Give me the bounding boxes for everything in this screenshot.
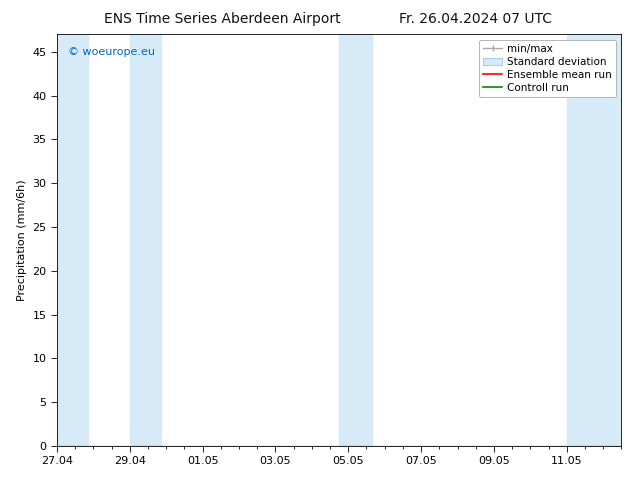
Bar (339, 34, 372, 446)
Bar (57, 34, 88, 446)
Text: © woeurope.eu: © woeurope.eu (68, 47, 155, 57)
Text: Fr. 26.04.2024 07 UTC: Fr. 26.04.2024 07 UTC (399, 12, 552, 26)
Legend: min/max, Standard deviation, Ensemble mean run, Controll run: min/max, Standard deviation, Ensemble me… (479, 40, 616, 97)
Y-axis label: Precipitation (mm/6h): Precipitation (mm/6h) (17, 179, 27, 301)
Text: ENS Time Series Aberdeen Airport: ENS Time Series Aberdeen Airport (103, 12, 340, 26)
Bar (567, 34, 621, 446)
Bar (130, 34, 161, 446)
